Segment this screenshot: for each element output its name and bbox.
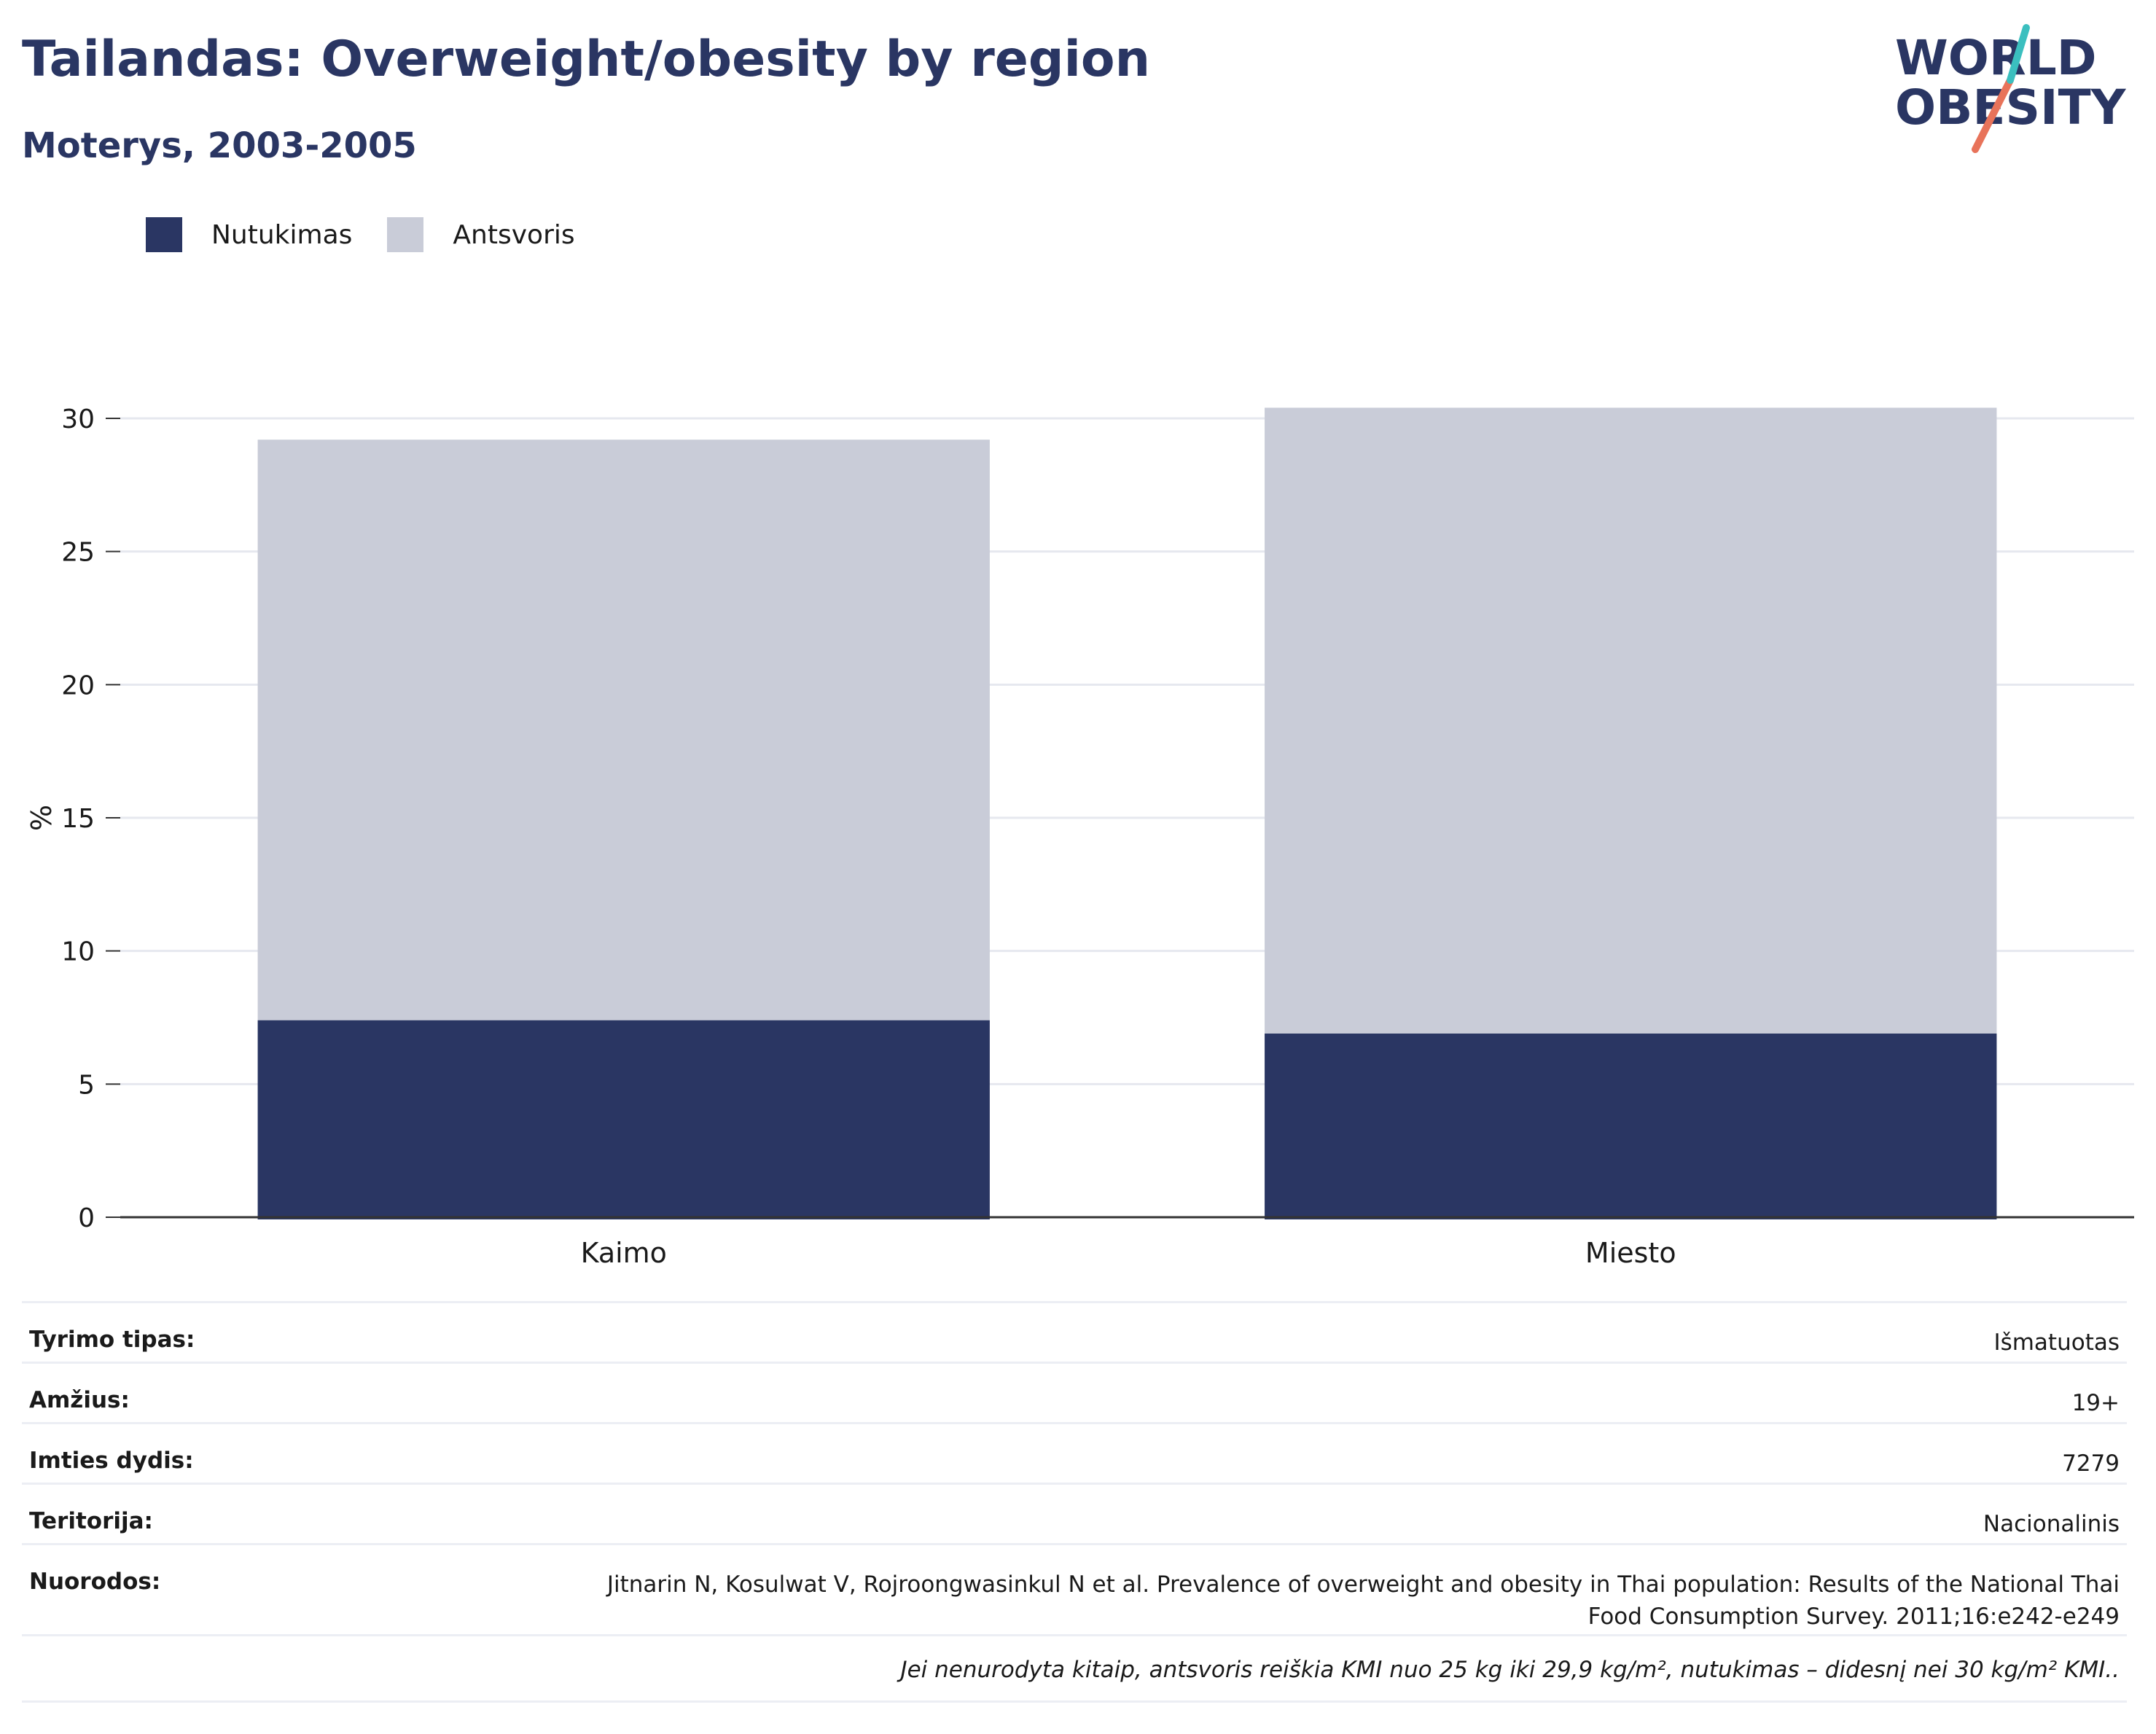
y-tick-label: 10 — [61, 937, 95, 967]
y-tick-label: 0 — [78, 1203, 95, 1233]
meta-value: 19+ — [2071, 1390, 2120, 1416]
legend-label-obesity: Nutukimas — [211, 219, 353, 250]
y-axis-label: % — [26, 805, 58, 831]
meta-row-sample-size: Imties dydis: 7279 — [22, 1422, 2127, 1483]
bar-overweight-kaimo — [257, 440, 990, 1020]
x-tick-label: Miesto — [1585, 1237, 1676, 1269]
y-tick-label: 20 — [61, 671, 95, 700]
meta-row-territory: Teritorija: Nacionalinis — [22, 1483, 2127, 1543]
footnote: Jei nenurodyta kitaip, antsvoris reiškia… — [22, 1634, 2127, 1703]
legend-swatch-overweight — [387, 217, 424, 252]
bar-obesity-miesto — [1265, 1033, 1997, 1219]
meta-key: Teritorija: — [29, 1508, 153, 1534]
meta-key: Imties dydis: — [29, 1448, 194, 1474]
meta-value: Išmatuotas — [1993, 1329, 2120, 1356]
y-tick-label: 30 — [61, 405, 95, 434]
meta-row-age: Amžius: 19+ — [22, 1362, 2127, 1422]
meta-row-references: Nuorodos: Jitnarin N, Kosulwat V, Rojroo… — [22, 1543, 2127, 1633]
bar-chart: 0 5 10 15 20 25 30% Kaimo Miesto — [26, 405, 2134, 1269]
meta-key: Amžius: — [29, 1387, 130, 1413]
chart-subtitle: Moterys, 2003-2005 — [22, 125, 417, 166]
survey-details: Tyrimo tipas: Išmatuotas Amžius: 19+ Imt… — [22, 1301, 2127, 1633]
logo-text-world: WORLD — [1895, 30, 2097, 86]
chart-legend: Nutukimas Antsvoris — [146, 217, 610, 252]
logo-slash-teal — [2007, 24, 2030, 84]
legend-label-overweight: Antsvoris — [453, 219, 575, 250]
meta-value-reference: Jitnarin N, Kosulwat V, Rojroongwasinkul… — [606, 1571, 2120, 1630]
meta-key: Nuorodos: — [29, 1569, 161, 1595]
world-obesity-logo: WORLD OBESITY — [1895, 24, 2127, 153]
y-tick-label: 25 — [61, 538, 95, 568]
logo-slash-coral — [1972, 77, 2014, 153]
meta-key: Tyrimo tipas: — [29, 1327, 195, 1353]
meta-value: 7279 — [2062, 1450, 2120, 1477]
y-tick-label: 5 — [78, 1070, 95, 1100]
bar-obesity-kaimo — [257, 1020, 990, 1219]
x-tick-label: Kaimo — [581, 1237, 667, 1269]
meta-value: Nacionalinis — [1983, 1511, 2120, 1537]
legend-swatch-obesity — [146, 217, 182, 252]
meta-row-survey-type: Tyrimo tipas: Išmatuotas — [22, 1301, 2127, 1362]
bar-overweight-miesto — [1265, 407, 1997, 1034]
logo-text-obesity: OBESITY — [1895, 79, 2127, 136]
y-tick-label: 15 — [61, 804, 95, 834]
chart-title: Tailandas: Overweight/obesity by region — [22, 31, 1151, 88]
